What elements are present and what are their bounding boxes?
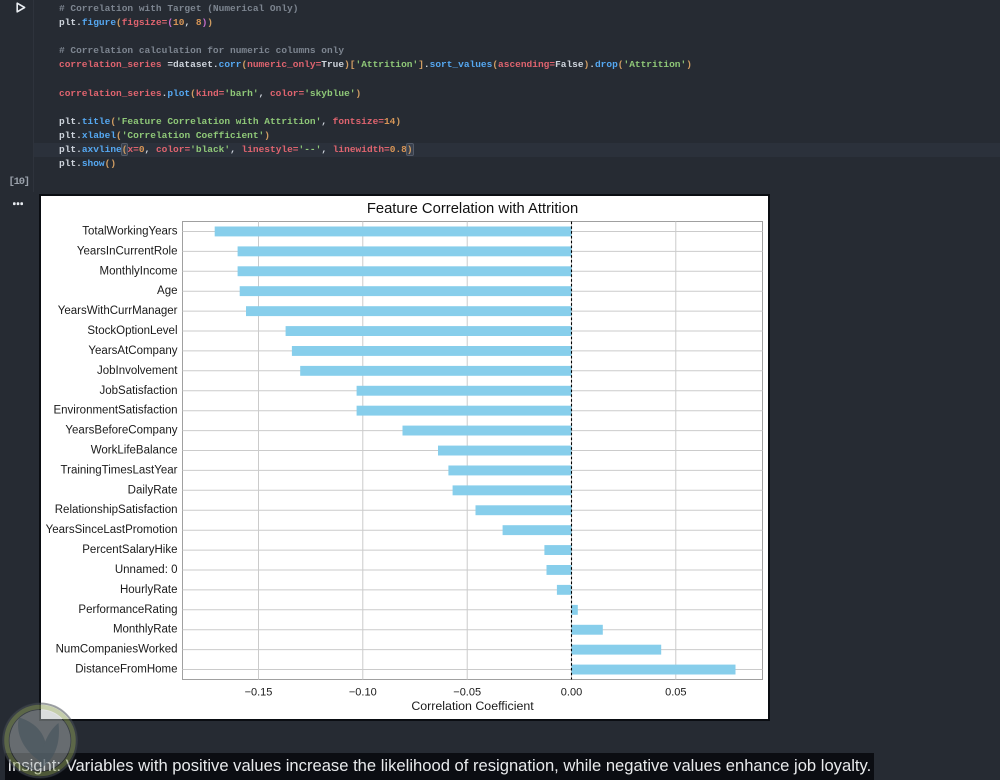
svg-text:RelationshipSatisfaction: RelationshipSatisfaction (55, 504, 178, 516)
svg-text:HourlyRate: HourlyRate (120, 584, 178, 596)
svg-text:EnvironmentSatisfaction: EnvironmentSatisfaction (53, 405, 177, 417)
svg-text:TotalWorkingYears: TotalWorkingYears (82, 226, 177, 238)
svg-text:−0.10: −0.10 (349, 687, 377, 699)
svg-text:DistanceFromHome: DistanceFromHome (75, 664, 177, 676)
svg-text:YearsWithCurrManager: YearsWithCurrManager (58, 305, 178, 317)
svg-text:JobSatisfaction: JobSatisfaction (100, 385, 178, 397)
svg-text:MonthlyIncome: MonthlyIncome (100, 265, 178, 277)
svg-text:PercentSalaryHike: PercentSalaryHike (82, 544, 177, 556)
svg-text:TrainingTimesLastYear: TrainingTimesLastYear (61, 464, 178, 476)
svg-text:YearsAtCompany: YearsAtCompany (88, 345, 177, 357)
svg-text:WorkLifeBalance: WorkLifeBalance (91, 445, 178, 457)
svg-text:−0.15: −0.15 (245, 687, 273, 699)
svg-text:MonthlyRate: MonthlyRate (113, 624, 178, 636)
svg-text:−0.05: −0.05 (453, 687, 481, 699)
svg-text:YearsBeforeCompany: YearsBeforeCompany (65, 425, 177, 437)
svg-text:0.00: 0.00 (561, 687, 582, 699)
svg-text:DailyRate: DailyRate (128, 484, 178, 496)
svg-text:Age: Age (157, 285, 177, 297)
svg-text:NumCompaniesWorked: NumCompaniesWorked (56, 644, 178, 656)
svg-text:Feature Correlation with Attri: Feature Correlation with Attrition (367, 201, 578, 217)
svg-text:YearsInCurrentRole: YearsInCurrentRole (77, 245, 178, 257)
svg-text:JobInvolvement: JobInvolvement (97, 365, 178, 377)
svg-text:PerformanceRating: PerformanceRating (78, 604, 177, 616)
svg-text:Unnamed: 0: Unnamed: 0 (115, 564, 178, 576)
svg-text:0.05: 0.05 (665, 687, 686, 699)
svg-text:Correlation Coefficient: Correlation Coefficient (411, 699, 534, 713)
svg-text:YearsSinceLastPromotion: YearsSinceLastPromotion (46, 524, 178, 536)
svg-text:StockOptionLevel: StockOptionLevel (87, 325, 177, 337)
